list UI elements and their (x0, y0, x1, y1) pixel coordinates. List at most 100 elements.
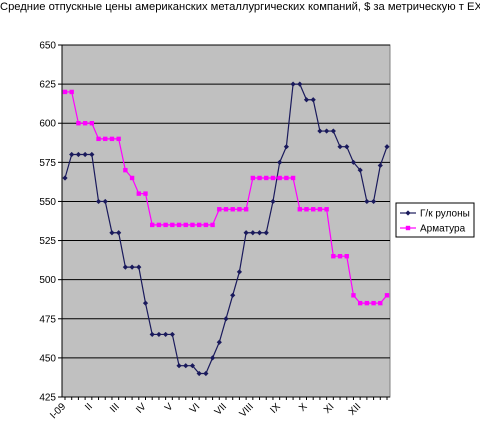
data-point (76, 121, 81, 126)
x-tick-label: XI (322, 401, 336, 415)
y-axis: 425 450 475 500 525 550 575 600 625 650 (39, 41, 63, 404)
data-point (257, 175, 262, 181)
data-point (123, 167, 128, 173)
data-point (370, 198, 377, 205)
y-tick-label: 500 (39, 275, 56, 286)
data-point (183, 222, 188, 228)
data-point (290, 81, 296, 87)
data-point (350, 159, 357, 165)
data-point (297, 81, 303, 87)
data-point (256, 230, 263, 236)
plot-background (61, 44, 391, 398)
data-point (304, 207, 309, 212)
data-point (223, 207, 229, 212)
y-tick-label: 425 (39, 393, 56, 404)
data-point (364, 198, 370, 205)
data-point (337, 254, 343, 259)
data-point (102, 198, 108, 205)
data-point (216, 339, 222, 345)
x-tick-label: VII (213, 401, 229, 417)
data-point (223, 316, 229, 322)
data-point (264, 175, 269, 181)
data-point (384, 144, 390, 150)
chart-title: Средние отпускные цены американских мета… (0, 1, 480, 13)
y-tick-label: 450 (39, 353, 56, 364)
data-point (163, 331, 169, 338)
data-point (357, 300, 363, 306)
data-point (176, 222, 182, 228)
data-point (317, 207, 323, 212)
x-axis: I-09 II III IV V VI VII VIII IX X XI XII (48, 396, 390, 421)
y-tick-label: 625 (39, 80, 56, 91)
data-point (250, 175, 256, 181)
data-point (371, 300, 376, 306)
data-point (277, 159, 283, 165)
data-point (169, 331, 175, 338)
data-point (109, 230, 115, 236)
y-tick-label: 550 (39, 197, 56, 208)
data-point (89, 121, 95, 126)
data-point (82, 121, 88, 126)
data-point (290, 175, 296, 181)
data-point (344, 144, 350, 150)
data-point (143, 191, 148, 196)
data-point (150, 222, 155, 228)
data-point (170, 222, 175, 228)
data-point (230, 207, 235, 212)
data-point (364, 300, 370, 306)
x-tick-label: V (163, 401, 176, 414)
x-tick-label: I-09 (48, 401, 68, 421)
data-point (270, 198, 276, 205)
data-point (103, 136, 108, 142)
legend-label: Арматура (420, 224, 466, 235)
data-point (284, 175, 289, 181)
data-point (203, 222, 209, 228)
x-tick-label: XII (347, 401, 363, 417)
data-point (129, 264, 135, 270)
data-point (149, 331, 155, 338)
data-point (136, 191, 141, 196)
data-point (283, 144, 289, 150)
data-point (270, 175, 276, 181)
x-tick-label: VIII (238, 401, 256, 419)
y-tick-label: 600 (39, 119, 56, 130)
data-point (142, 300, 149, 306)
data-point (210, 222, 215, 228)
y-tick-label: 650 (39, 41, 56, 52)
data-point (69, 89, 74, 95)
data-point (297, 207, 302, 212)
legend-label: Г/к рулоны (420, 209, 470, 220)
data-point (116, 230, 122, 236)
data-point (196, 222, 202, 228)
x-tick-label: IV (134, 401, 149, 416)
data-point (230, 292, 236, 298)
data-point (263, 230, 269, 236)
legend-swatch-marker (405, 225, 411, 231)
data-point (351, 293, 356, 298)
series-2 (62, 89, 390, 306)
y-tick-label: 575 (39, 158, 56, 169)
data-point (243, 230, 249, 236)
x-tick-label: III (108, 401, 122, 415)
data-point (337, 144, 343, 150)
y-tick-label: 525 (39, 236, 56, 247)
data-point (196, 370, 202, 377)
data-point (344, 254, 349, 259)
data-point (89, 151, 95, 158)
data-point (75, 151, 82, 158)
series-layer (62, 81, 390, 377)
x-tick-label: VI (188, 401, 202, 415)
data-point (109, 136, 115, 142)
data-point (310, 97, 316, 103)
legend: Г/к рулоны Арматура (395, 202, 475, 238)
data-point (163, 222, 168, 228)
data-point (82, 151, 88, 158)
data-point (377, 162, 383, 169)
x-tick-label: X (297, 401, 310, 414)
data-point (156, 222, 162, 228)
plot-area (61, 44, 391, 398)
data-point (116, 136, 121, 142)
data-point (69, 151, 75, 158)
data-point (250, 230, 256, 236)
data-point (357, 167, 363, 173)
